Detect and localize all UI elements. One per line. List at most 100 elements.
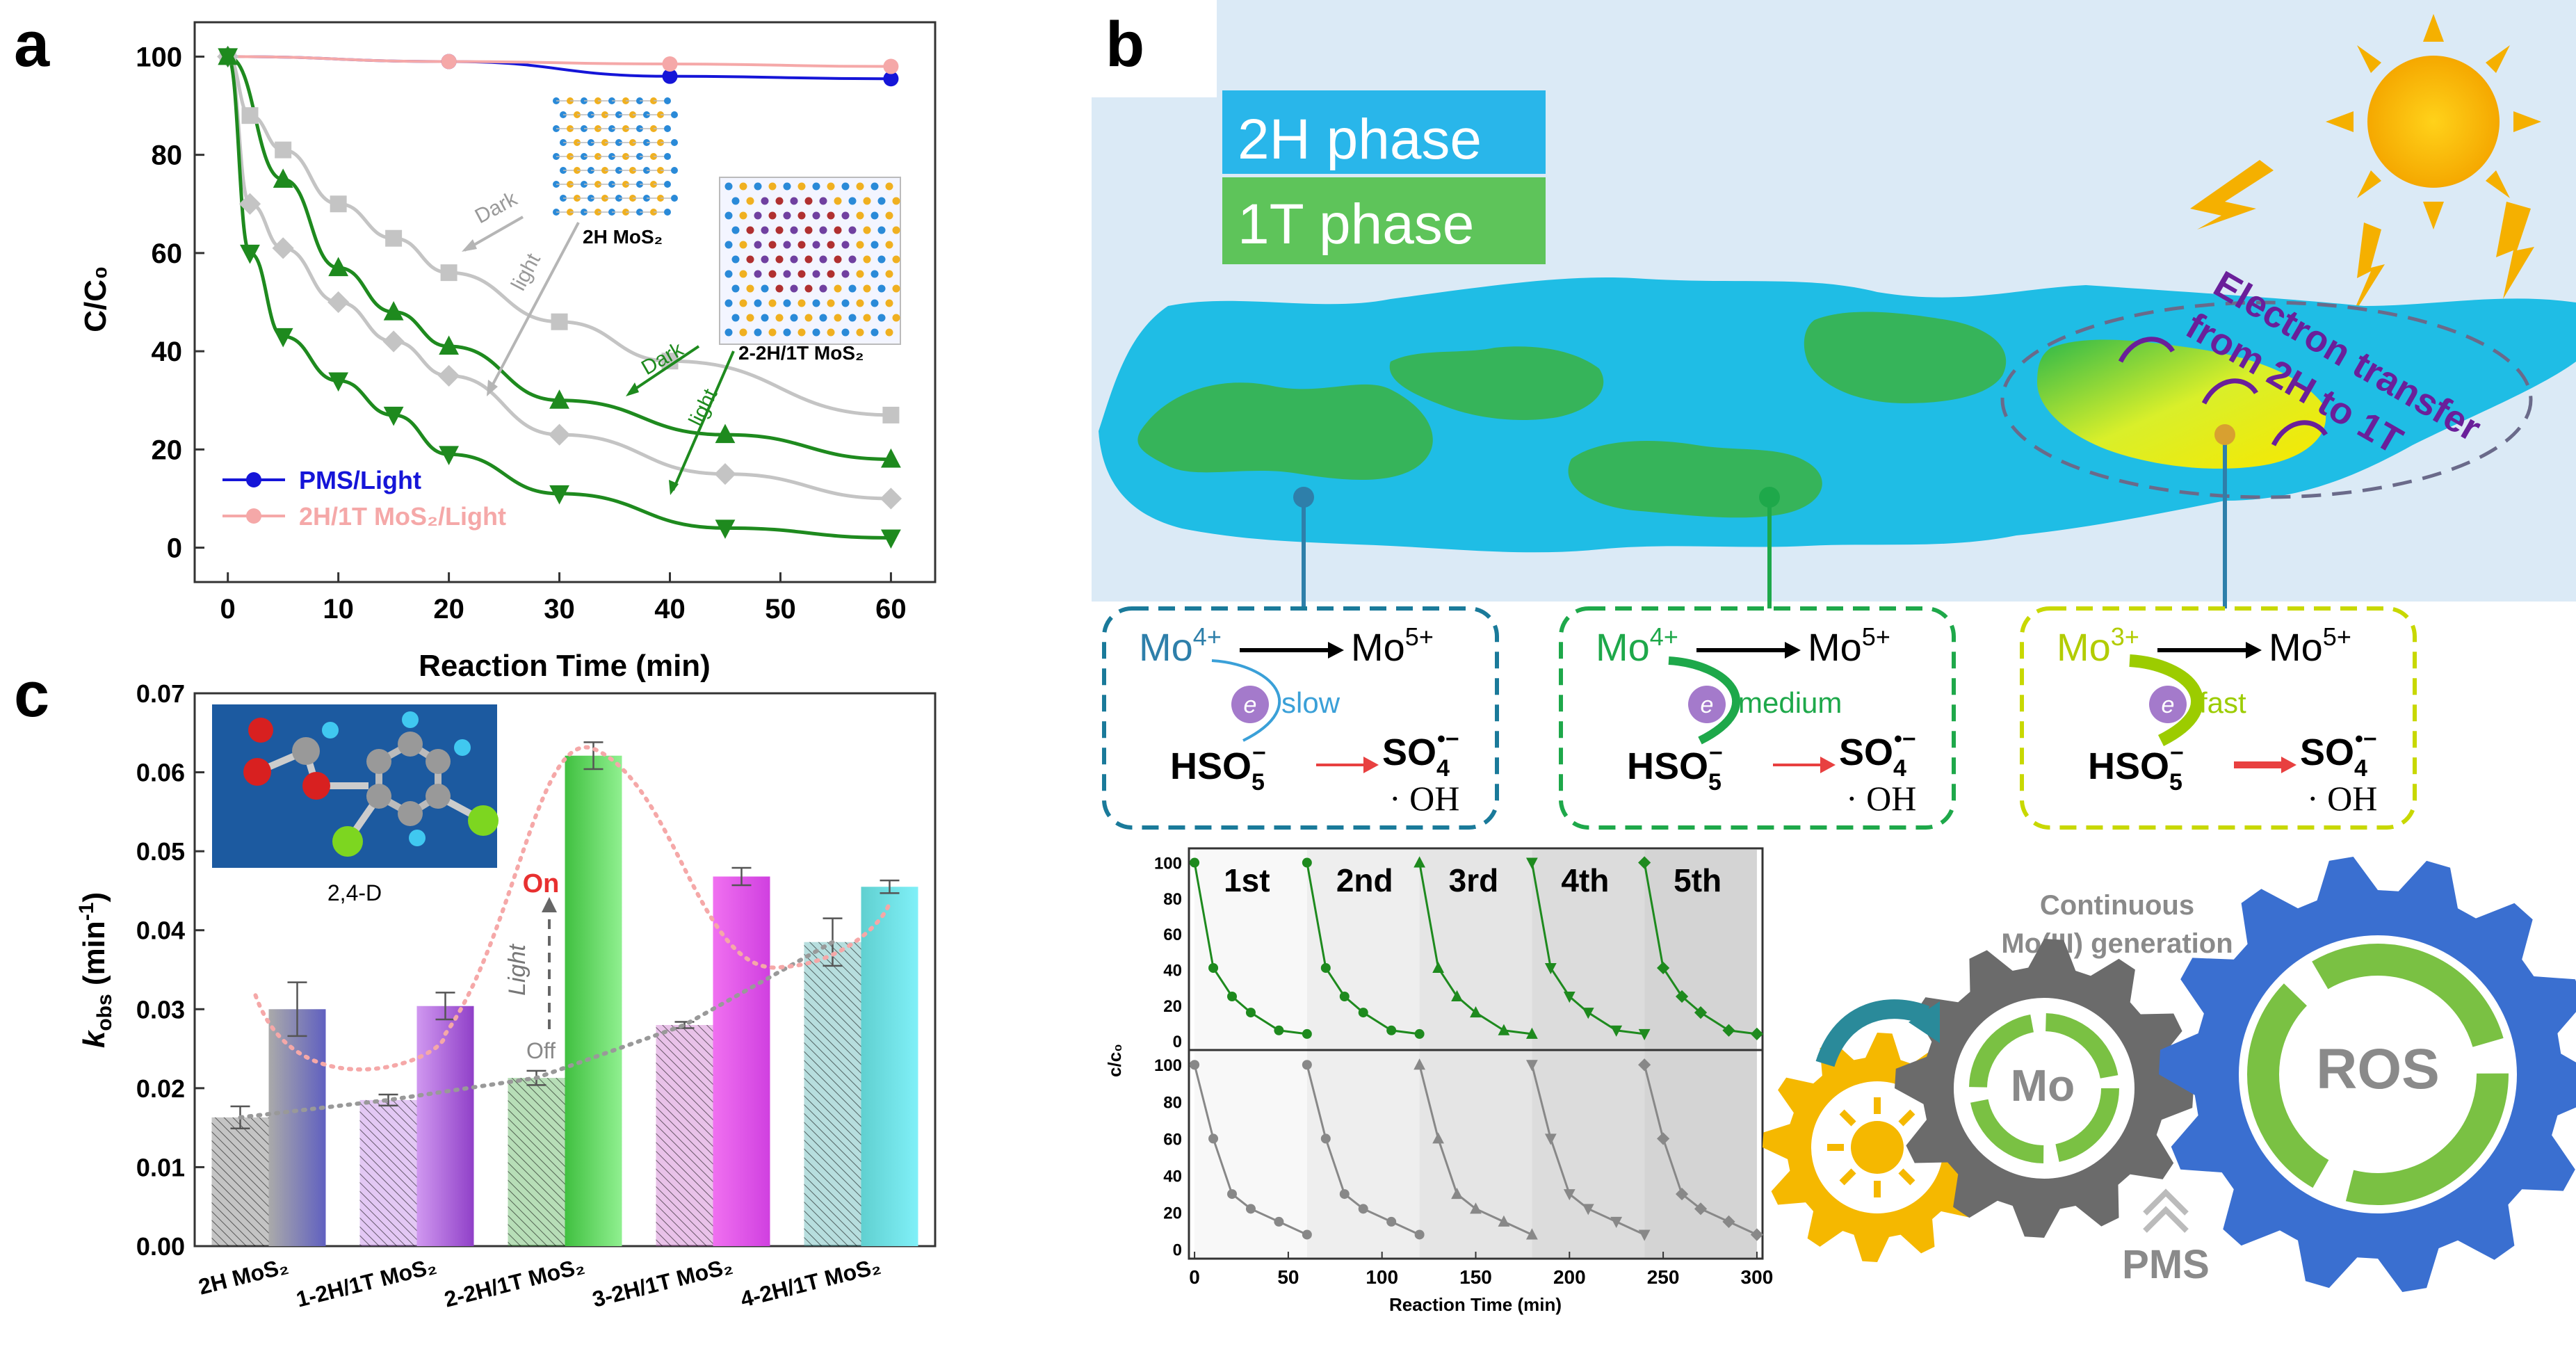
molecule-2-4-d-icon: [243, 711, 499, 857]
y-tick-label-top: 80: [1163, 890, 1182, 909]
lattice-atom: [746, 255, 754, 264]
so4-label: SO4 •−: [1382, 726, 1459, 782]
lattice-atom: [834, 284, 842, 293]
cycle-point: [1358, 1008, 1368, 1018]
cycle-point: [1190, 1060, 1200, 1070]
cycle-point: [1498, 1024, 1510, 1035]
y-tick-label-bottom: 80: [1163, 1093, 1182, 1112]
lattice-atom: [671, 139, 678, 146]
cycle-point: [1190, 857, 1200, 868]
oh-label: · OH: [1389, 779, 1459, 818]
lattice-atom: [848, 226, 857, 234]
bar-on: [861, 887, 918, 1246]
so-sub: 4: [1436, 755, 1450, 782]
cycle-point: [1525, 1027, 1538, 1039]
data-point: [662, 56, 678, 72]
so-sub: 4: [1893, 755, 1906, 782]
category-label: 3-2H/1T MoS₂: [590, 1253, 735, 1312]
gear-sun-ray: [1898, 1168, 1915, 1186]
cycle-point: [1694, 1006, 1708, 1019]
mechanism-box: [2020, 606, 2417, 830]
bar-off: [508, 1078, 565, 1246]
y-tick-label-bottom: 40: [1163, 1168, 1182, 1186]
gears-diagram: Continuous Mo(III) generation Mo ROS PMS: [1763, 857, 2576, 1292]
1t-active-domain: [2037, 339, 2326, 469]
lattice-atom: [790, 255, 798, 264]
lattice-atom: [841, 328, 850, 337]
mo-to-label: Mo5+: [1808, 622, 1890, 669]
bar-off: [359, 1099, 417, 1246]
lattice-atom: [827, 299, 835, 307]
panel-b-schematic: 2H phase 1T phase: [1092, 0, 2576, 1315]
y-tick-label-bottom: 60: [1163, 1130, 1182, 1149]
lattice-atom: [863, 197, 871, 205]
lattice-atom: [664, 97, 671, 104]
cycle-point: [1320, 962, 1331, 973]
lattice-atom: [754, 182, 762, 191]
category-label: 1-2H/1T MoS₂: [293, 1253, 439, 1312]
lattice-atom: [848, 314, 857, 322]
trend-line-on: [253, 745, 892, 1072]
lattice-atom: [754, 328, 762, 337]
lattice-atom: [856, 182, 864, 191]
lattice-atom: [870, 182, 879, 191]
lattice-atom: [739, 182, 747, 191]
cycle-point: [1563, 992, 1575, 1003]
lattice-atom: [892, 255, 900, 264]
y-tick-label: 0.01: [136, 1153, 185, 1181]
lattice-atom: [863, 314, 871, 322]
lattice-atom: [834, 226, 842, 234]
panel-a-legend: PMS/Light 2H/1T MoS₂/Light: [222, 466, 506, 531]
lattice-atom: [819, 226, 827, 234]
reaction-arrow-head: [1785, 642, 1801, 659]
lattice-atom: [841, 241, 850, 249]
lattice-atom: [885, 328, 893, 337]
gear-sun-ray: [1839, 1109, 1856, 1127]
electron-icon: [2149, 686, 2187, 723]
y-tick-label: 20: [152, 435, 183, 465]
x-tick-label: 30: [544, 594, 575, 624]
category-label: 4-2H/1T MoS₂: [738, 1253, 883, 1312]
lattice-atom: [848, 284, 857, 293]
lattice-atom: [775, 197, 784, 205]
lattice-atom: [797, 211, 806, 220]
lattice-atom: [877, 255, 886, 264]
lattice-atom: [870, 328, 879, 337]
data-point: [273, 168, 293, 188]
ylabel-unit: (min: [77, 921, 111, 994]
electron-path: [2129, 654, 2204, 747]
lattice-atom: [746, 314, 754, 322]
lattice-atom: [768, 211, 777, 220]
data-point: [240, 244, 260, 264]
y-tick-label-top: 60: [1163, 926, 1182, 944]
arrow-2h-light: [489, 222, 580, 390]
lattice-atom: [827, 241, 835, 249]
data-point: [439, 335, 459, 355]
cycle-point: [1386, 1216, 1397, 1227]
mechanism-box: [1102, 606, 1499, 830]
panel-label-a: a: [14, 9, 50, 80]
legend-pms-marker: [246, 472, 261, 487]
bar-on: [416, 1006, 474, 1246]
lattice-atom: [775, 284, 784, 293]
lattice-atom: [664, 125, 671, 132]
so-sup: •−: [1437, 726, 1459, 752]
hso-sup: −: [1252, 740, 1266, 766]
hso: HSO: [1627, 745, 1708, 787]
y-tick-label: 80: [152, 140, 183, 171]
data-point: [883, 71, 899, 87]
mo-to-sup: 5+: [2323, 622, 2351, 651]
hso-sup: −: [2170, 740, 2184, 766]
cycle-shade: [1532, 850, 1645, 1257]
y-tick-label-top: 0: [1173, 1033, 1182, 1051]
lattice-atom: [775, 314, 784, 322]
mo-from: Mo: [2057, 625, 2111, 669]
cycling-chart: 1st 2nd 3rd 4th 5th 0 50 100 150 200 250 300002020…: [1104, 847, 1773, 1315]
cycle-point: [1722, 1024, 1735, 1037]
lattice-atom: [797, 328, 806, 337]
x-tick-label: 10: [323, 594, 354, 624]
cycle-point: [1302, 1229, 1312, 1240]
cycle-point: [1498, 1215, 1510, 1227]
cycle-point: [1413, 1058, 1426, 1070]
1t-domain-1: [1137, 382, 1433, 480]
